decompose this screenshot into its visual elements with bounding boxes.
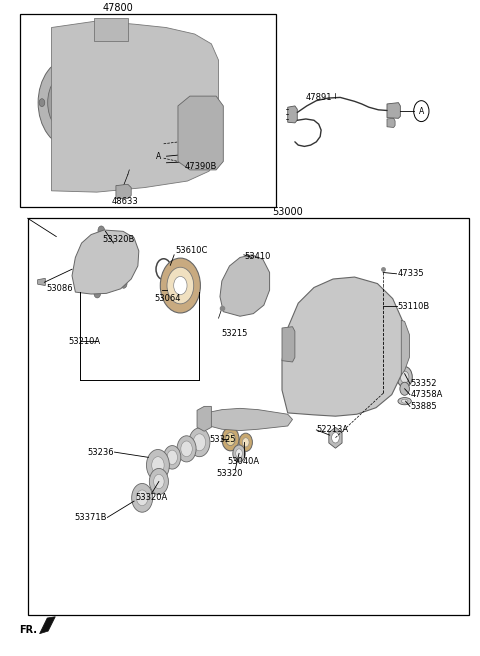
Circle shape	[236, 272, 253, 296]
Circle shape	[53, 133, 59, 140]
Circle shape	[309, 297, 381, 395]
Circle shape	[120, 279, 127, 288]
Polygon shape	[387, 102, 400, 118]
Text: 48633: 48633	[112, 197, 139, 206]
Polygon shape	[39, 617, 55, 634]
Circle shape	[222, 427, 239, 451]
Circle shape	[82, 65, 88, 73]
Text: A: A	[419, 107, 424, 115]
Circle shape	[151, 146, 167, 167]
Circle shape	[181, 441, 192, 457]
Polygon shape	[401, 320, 409, 375]
Circle shape	[98, 226, 105, 235]
Circle shape	[189, 428, 210, 457]
Circle shape	[174, 276, 187, 295]
Text: 53000: 53000	[272, 207, 303, 217]
Text: 52213A: 52213A	[316, 425, 348, 434]
Polygon shape	[282, 277, 405, 416]
Circle shape	[146, 449, 169, 481]
Circle shape	[331, 326, 360, 365]
Polygon shape	[116, 184, 131, 199]
Circle shape	[164, 445, 181, 469]
Circle shape	[132, 483, 153, 512]
Circle shape	[233, 445, 245, 462]
Circle shape	[167, 267, 194, 304]
Polygon shape	[51, 21, 218, 192]
Text: 53086: 53086	[47, 284, 73, 293]
Circle shape	[78, 255, 85, 264]
Text: 47891: 47891	[305, 93, 332, 102]
Text: 47358A: 47358A	[411, 390, 443, 399]
Text: FR.: FR.	[20, 625, 37, 635]
Circle shape	[400, 371, 409, 383]
Text: 53215: 53215	[221, 329, 247, 338]
Text: 53352: 53352	[411, 379, 437, 388]
Text: 53320: 53320	[216, 469, 243, 478]
Text: 53320A: 53320A	[135, 493, 168, 502]
Circle shape	[57, 85, 84, 121]
Circle shape	[87, 238, 123, 287]
Text: 53110B: 53110B	[397, 302, 430, 311]
Circle shape	[167, 450, 178, 464]
Text: 53320B: 53320B	[102, 236, 134, 244]
Circle shape	[39, 98, 45, 106]
Polygon shape	[72, 230, 139, 294]
Polygon shape	[282, 327, 295, 362]
Polygon shape	[37, 278, 45, 285]
Text: A: A	[156, 152, 161, 161]
Circle shape	[136, 490, 148, 506]
Ellipse shape	[401, 400, 408, 403]
Ellipse shape	[398, 398, 411, 405]
Circle shape	[192, 121, 209, 145]
Polygon shape	[329, 427, 342, 448]
Polygon shape	[199, 408, 292, 430]
Text: 53064: 53064	[154, 294, 180, 303]
Text: 53325: 53325	[209, 434, 236, 443]
Polygon shape	[220, 255, 270, 316]
Polygon shape	[197, 406, 211, 431]
Text: 53040A: 53040A	[228, 457, 260, 466]
Text: 53210A: 53210A	[68, 337, 100, 346]
Polygon shape	[387, 118, 395, 127]
Circle shape	[48, 72, 94, 134]
Text: 53236: 53236	[87, 447, 114, 457]
Circle shape	[154, 474, 164, 489]
Polygon shape	[288, 106, 297, 123]
Text: 53371B: 53371B	[74, 513, 107, 522]
Circle shape	[332, 432, 339, 443]
Circle shape	[177, 436, 196, 462]
Text: 53610C: 53610C	[176, 247, 208, 255]
Circle shape	[226, 432, 235, 445]
Text: 47800: 47800	[103, 3, 134, 13]
Circle shape	[160, 258, 200, 313]
Circle shape	[53, 65, 59, 73]
Circle shape	[152, 457, 164, 474]
Circle shape	[242, 438, 249, 447]
Text: 47390B: 47390B	[185, 161, 217, 171]
Polygon shape	[178, 96, 223, 170]
Circle shape	[187, 113, 215, 153]
Circle shape	[193, 434, 205, 451]
Circle shape	[239, 433, 252, 451]
Circle shape	[96, 98, 102, 106]
Circle shape	[123, 242, 130, 251]
Circle shape	[38, 58, 103, 147]
Circle shape	[149, 468, 168, 495]
Circle shape	[397, 367, 412, 388]
Text: 53885: 53885	[411, 402, 437, 411]
Polygon shape	[95, 18, 128, 41]
Circle shape	[94, 289, 101, 298]
Text: 47335: 47335	[397, 269, 424, 278]
Circle shape	[95, 249, 116, 277]
Circle shape	[414, 100, 429, 121]
Circle shape	[230, 264, 259, 304]
Circle shape	[82, 133, 88, 140]
Text: 53410: 53410	[245, 252, 271, 260]
Circle shape	[320, 312, 370, 380]
Circle shape	[236, 449, 242, 458]
Circle shape	[400, 382, 409, 396]
